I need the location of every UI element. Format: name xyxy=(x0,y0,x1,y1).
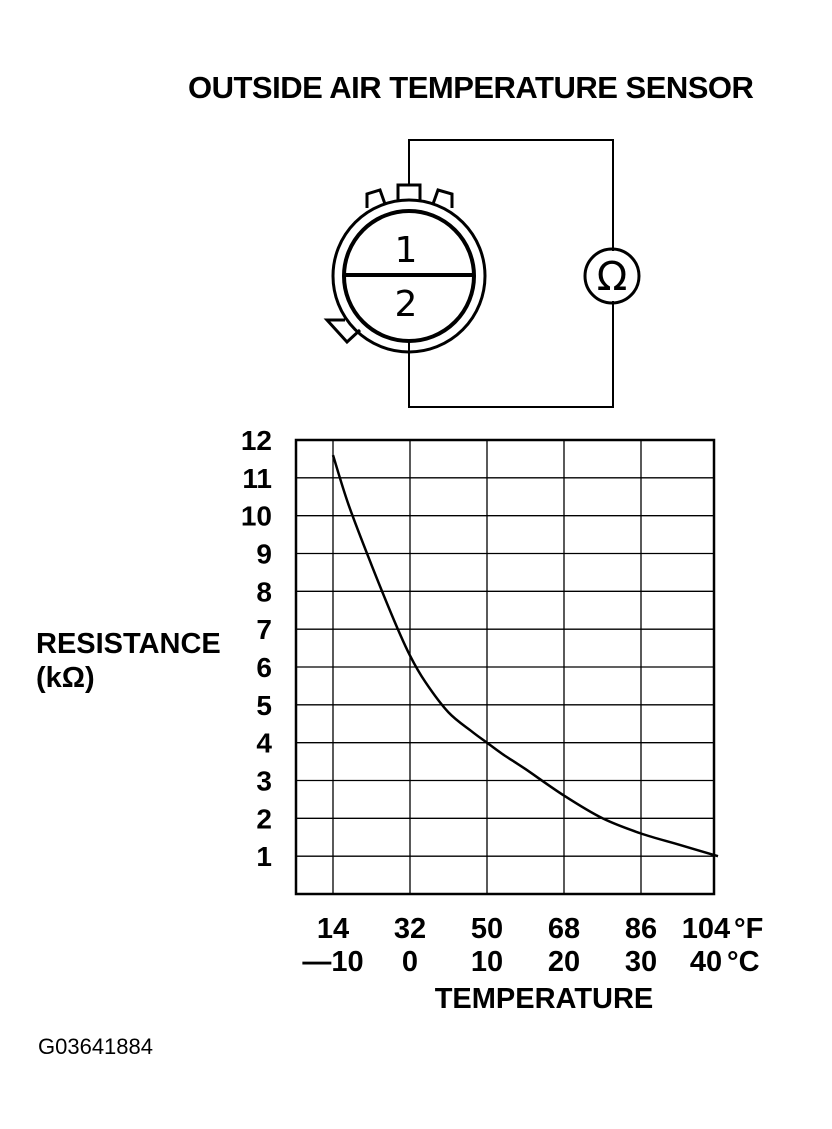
y-tick-label: 5 xyxy=(256,690,272,721)
chart-grid xyxy=(296,440,714,894)
x-axis-label: TEMPERATURE xyxy=(435,983,654,1015)
x-tick-label-c: —10 xyxy=(302,946,363,978)
x-tick-label-c: 10 xyxy=(471,946,503,978)
x-unit-f: °F xyxy=(734,913,763,945)
connector-top-tab-right xyxy=(431,188,454,208)
y-tick-label: 3 xyxy=(256,766,272,797)
x-tick-label-c: 30 xyxy=(625,946,657,978)
wire-loop xyxy=(408,139,614,251)
y-axis-label-line2: (kΩ) xyxy=(36,662,95,694)
terminal-1-label: 1 xyxy=(395,230,418,271)
y-tick-label: 2 xyxy=(256,803,272,834)
y-tick-label: 7 xyxy=(256,614,272,645)
terminal-2-label: 2 xyxy=(395,284,418,325)
y-tick-label: 11 xyxy=(242,463,272,494)
x-tick-label-f: 86 xyxy=(625,913,657,945)
figure-code: G03641884 xyxy=(38,1034,153,1059)
y-tick-label: 12 xyxy=(241,425,272,456)
ohmmeter-icon xyxy=(583,247,641,305)
wire-loop-bottom xyxy=(408,301,614,408)
x-tick-label-c: 0 xyxy=(402,946,418,978)
connector-top-tab-left xyxy=(365,188,387,208)
y-tick-label: 4 xyxy=(256,728,272,759)
figure-title: OUTSIDE AIR TEMPERATURE SENSOR xyxy=(188,70,754,105)
y-tick-label: 1 xyxy=(256,841,272,872)
y-tick-label: 6 xyxy=(256,652,272,683)
y-tick-label: 9 xyxy=(256,539,272,570)
connector-side-latch xyxy=(323,318,362,345)
y-axis-label-line1: RESISTANCE xyxy=(36,628,221,660)
y-tick-label: 8 xyxy=(256,576,272,607)
x-tick-label-f: 14 xyxy=(317,913,349,945)
chart-frame xyxy=(294,438,716,896)
sensor-connector xyxy=(323,139,641,408)
x-tick-label-f: 68 xyxy=(548,913,580,945)
x-tick-label-c: 40 xyxy=(690,946,722,978)
resistance-curve xyxy=(331,454,719,858)
x-unit-c: °C xyxy=(727,946,760,978)
ohm-symbol: Ω xyxy=(597,254,628,300)
y-tick-label: 10 xyxy=(241,501,272,532)
x-tick-label-f: 104 xyxy=(682,913,730,945)
x-tick-label-f: 32 xyxy=(394,913,426,945)
x-tick-label-c: 20 xyxy=(548,946,580,978)
x-tick-label-f: 50 xyxy=(471,913,503,945)
